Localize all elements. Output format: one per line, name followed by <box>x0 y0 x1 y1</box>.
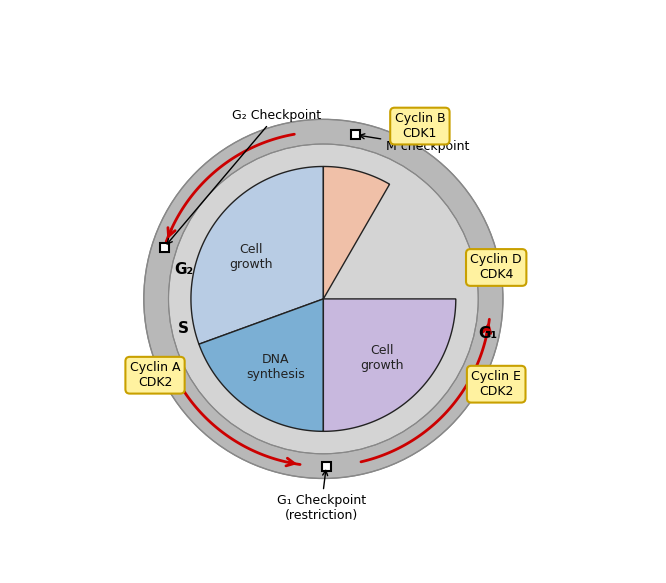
Polygon shape <box>199 299 324 431</box>
Circle shape <box>168 144 478 454</box>
Text: Cyclin D
CDK4: Cyclin D CDK4 <box>470 254 522 282</box>
Text: Cell
growth: Cell growth <box>230 243 273 271</box>
Text: Cyclin A
CDK2: Cyclin A CDK2 <box>130 361 180 389</box>
Text: G₁: G₁ <box>478 326 498 342</box>
Polygon shape <box>324 299 456 431</box>
Bar <box>160 243 168 252</box>
Text: Cyclin B
CDK1: Cyclin B CDK1 <box>394 112 445 140</box>
Wedge shape <box>144 120 503 479</box>
Text: G₁ Checkpoint
(restriction): G₁ Checkpoint (restriction) <box>276 470 366 522</box>
Text: M checkpoint: M checkpoint <box>360 134 470 153</box>
Bar <box>322 462 331 470</box>
Text: DNA
synthesis: DNA synthesis <box>246 353 305 381</box>
Bar <box>351 130 360 139</box>
Text: G₂: G₂ <box>174 262 193 277</box>
Text: Cyclin E
CDK2: Cyclin E CDK2 <box>472 370 521 398</box>
Polygon shape <box>324 167 390 299</box>
Text: S: S <box>178 321 189 336</box>
Text: Cell
growth: Cell growth <box>360 343 404 371</box>
Text: G₂ Checkpoint: G₂ Checkpoint <box>167 108 321 244</box>
Polygon shape <box>191 167 324 344</box>
